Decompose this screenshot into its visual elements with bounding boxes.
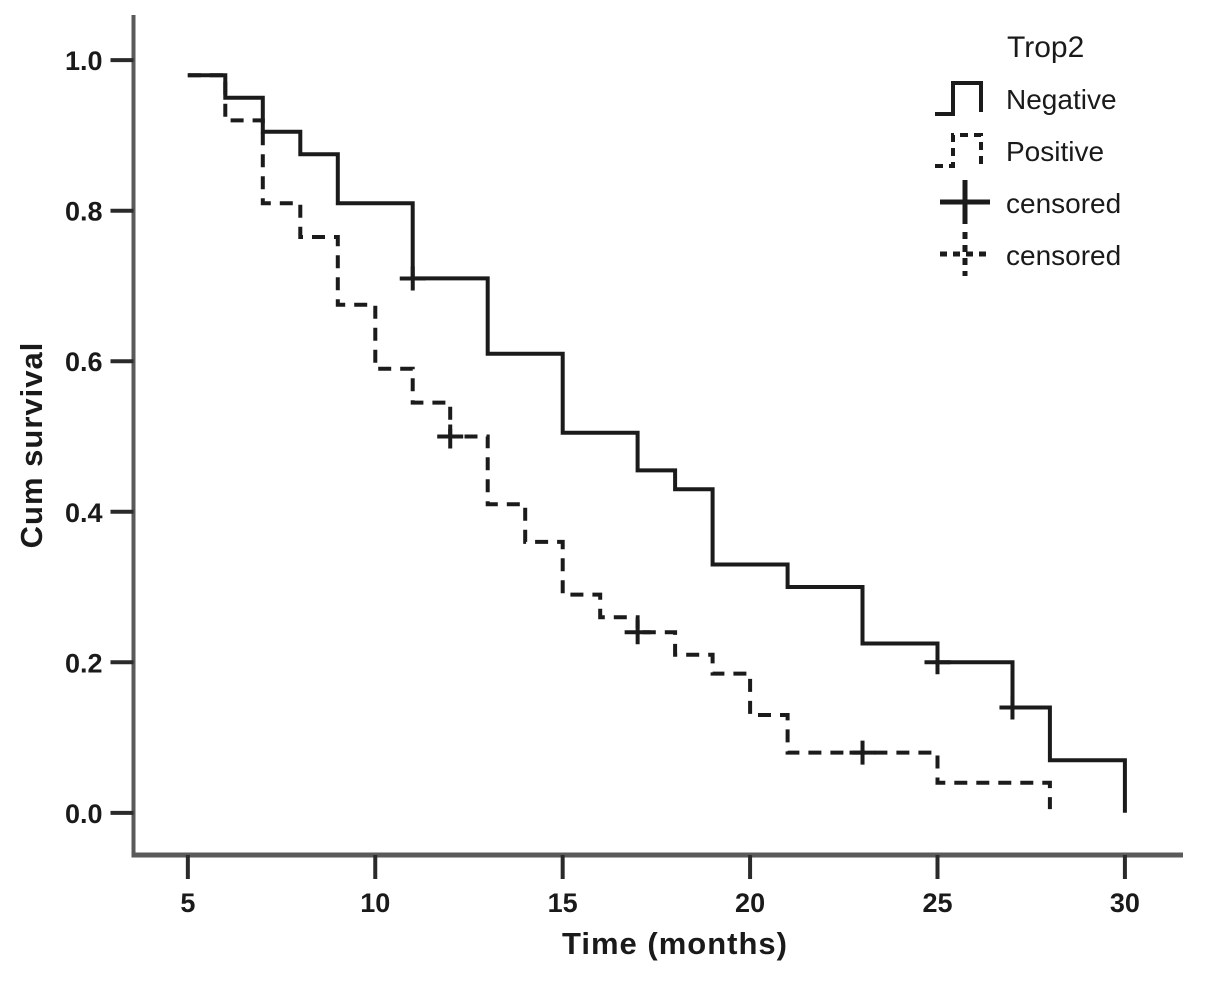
legend-rows: Negative Positive censored censored xyxy=(933,74,1193,282)
legend: Trop2 Negative Positive censored censored xyxy=(933,30,1193,282)
survival-curve-negative xyxy=(187,73,1127,813)
x-tick-label: 15 xyxy=(548,888,578,918)
censor-mark-negative xyxy=(924,650,951,675)
legend-row-censored-3: censored xyxy=(933,230,1193,282)
y-tick-label: 0.6 xyxy=(65,347,103,377)
y-axis-title: Cum survival xyxy=(14,341,49,549)
censor-mark-positive xyxy=(624,620,651,645)
legend-label: censored xyxy=(1006,188,1122,219)
legend-label: Positive xyxy=(1006,136,1105,167)
dashed-plus-censored-icon xyxy=(933,230,997,283)
legend-title: Trop2 xyxy=(1007,31,1085,64)
legend-row-positive-1: Positive xyxy=(933,126,1193,178)
x-tick-label: 30 xyxy=(1110,888,1140,918)
solid-plus-censored-icon xyxy=(933,178,997,231)
censor-mark-positive xyxy=(849,740,876,765)
x-axis-title: Time (months) xyxy=(562,926,788,961)
dashed-step-line-icon xyxy=(933,126,997,179)
solid-step-line-icon xyxy=(933,74,997,127)
legend-row-negative-0: Negative xyxy=(933,74,1193,126)
censor-mark-negative xyxy=(399,266,426,291)
y-tick-label: 1.0 xyxy=(65,46,103,76)
legend-label: Negative xyxy=(1006,84,1117,115)
censor-mark-negative xyxy=(999,695,1026,720)
y-tick-label: 0.4 xyxy=(65,498,103,528)
x-tick-label: 10 xyxy=(360,888,390,918)
survival-curve-positive xyxy=(187,73,1052,810)
y-tick-label: 0.2 xyxy=(65,648,103,678)
y-tick-label: 0.0 xyxy=(65,799,103,829)
x-tick-label: 20 xyxy=(735,888,765,918)
legend-label: censored xyxy=(1006,240,1122,271)
legend-row-censored-2: censored xyxy=(933,178,1193,230)
y-tick-label: 0.8 xyxy=(65,197,103,227)
censor-mark-positive xyxy=(437,424,464,449)
x-tick-label: 25 xyxy=(922,888,952,918)
x-tick-label: 5 xyxy=(180,888,195,918)
